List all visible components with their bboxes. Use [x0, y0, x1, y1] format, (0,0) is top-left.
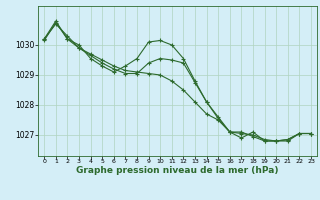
X-axis label: Graphe pression niveau de la mer (hPa): Graphe pression niveau de la mer (hPa): [76, 166, 279, 175]
